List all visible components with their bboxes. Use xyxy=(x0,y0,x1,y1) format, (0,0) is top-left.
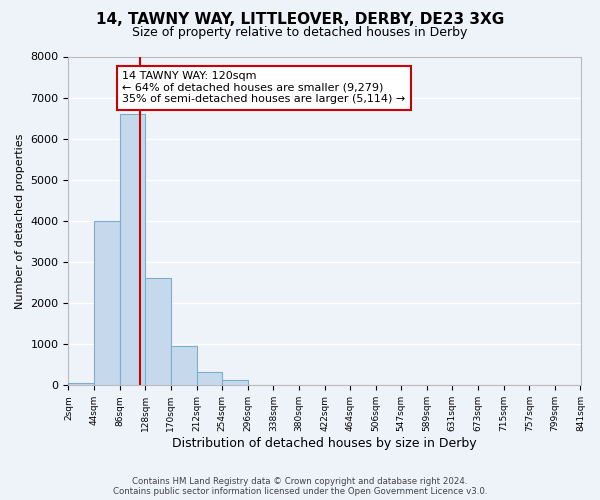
Text: Contains HM Land Registry data © Crown copyright and database right 2024.
Contai: Contains HM Land Registry data © Crown c… xyxy=(113,476,487,496)
Bar xyxy=(171,346,197,386)
Bar xyxy=(145,278,171,386)
Text: Size of property relative to detached houses in Derby: Size of property relative to detached ho… xyxy=(133,26,467,39)
Bar xyxy=(68,384,94,386)
Bar xyxy=(197,372,222,386)
Bar xyxy=(222,380,248,386)
Y-axis label: Number of detached properties: Number of detached properties xyxy=(15,133,25,308)
Text: 14 TAWNY WAY: 120sqm
← 64% of detached houses are smaller (9,279)
35% of semi-de: 14 TAWNY WAY: 120sqm ← 64% of detached h… xyxy=(122,72,406,104)
Bar xyxy=(119,114,145,386)
Bar xyxy=(94,221,119,386)
X-axis label: Distribution of detached houses by size in Derby: Distribution of detached houses by size … xyxy=(172,437,477,450)
Text: 14, TAWNY WAY, LITTLEOVER, DERBY, DE23 3XG: 14, TAWNY WAY, LITTLEOVER, DERBY, DE23 3… xyxy=(96,12,504,28)
